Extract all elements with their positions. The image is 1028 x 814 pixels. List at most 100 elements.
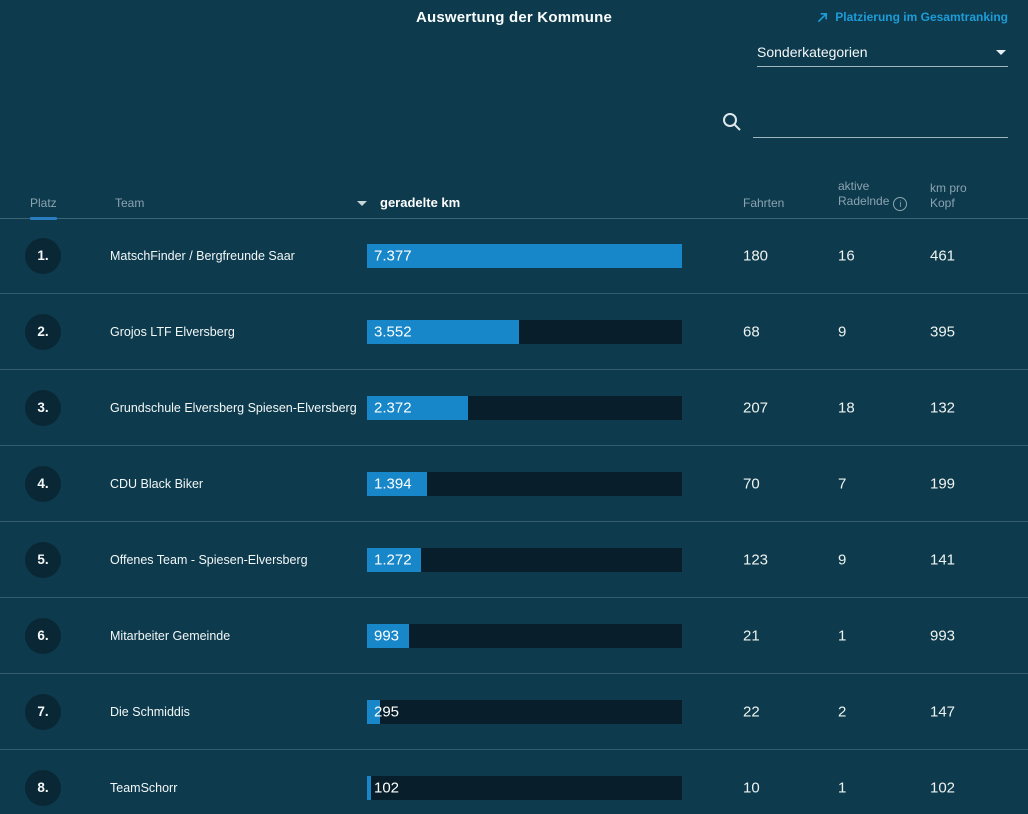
chevron-down-icon bbox=[996, 49, 1006, 55]
team-name: Offenes Team - Spiesen-Elversberg bbox=[110, 552, 308, 567]
rank-badge: 7. bbox=[25, 693, 61, 730]
aktive-radelnde-value: 9 bbox=[838, 551, 847, 568]
km-bar-fill bbox=[367, 699, 380, 724]
rank-number: 2. bbox=[37, 324, 49, 339]
km-bar-track: 3.552 bbox=[367, 319, 682, 344]
fahrten-value: 68 bbox=[743, 323, 760, 340]
column-header-platz[interactable]: Platz bbox=[30, 196, 57, 210]
fahrten-value: 207 bbox=[743, 399, 769, 416]
column-header-aktive-radelnde[interactable]: aktive Radelnde bbox=[838, 179, 908, 211]
active-column-underline bbox=[30, 217, 57, 220]
header-aktive-line2: Radelnde bbox=[838, 194, 890, 208]
aktive-radelnde-value: 7 bbox=[838, 475, 847, 492]
team-name: MatschFinder / Bergfreunde Saar bbox=[110, 248, 295, 263]
dropdown-selected-value: Sonderkategorien bbox=[757, 44, 868, 60]
km-bar-track: 1.394 bbox=[367, 471, 682, 496]
km-pro-kopf-value: 102 bbox=[930, 779, 956, 796]
column-header-km-pro-kopf[interactable]: km pro Kopf bbox=[930, 181, 967, 211]
km-pro-kopf-value: 993 bbox=[930, 627, 956, 644]
table-row[interactable]: 6. Mitarbeiter Gemeinde 993 21 1 993 bbox=[0, 598, 1028, 674]
sort-descending-icon[interactable] bbox=[357, 201, 367, 206]
header-aktive-line1: aktive bbox=[838, 179, 870, 193]
table-row[interactable]: 7. Die Schmiddis 295 22 2 147 bbox=[0, 674, 1028, 750]
rank-number: 1. bbox=[37, 248, 49, 263]
rank-badge: 3. bbox=[25, 389, 61, 426]
gesamtranking-link-label: Platzierung im Gesamtranking bbox=[835, 10, 1008, 24]
gesamtranking-link[interactable]: Platzierung im Gesamtranking bbox=[816, 10, 1008, 24]
km-pro-kopf-value: 141 bbox=[930, 551, 956, 568]
team-name: TeamSchorr bbox=[110, 780, 178, 795]
info-icon[interactable] bbox=[893, 197, 908, 211]
km-bar-track: 1.272 bbox=[367, 547, 682, 572]
rank-badge: 5. bbox=[25, 541, 61, 578]
km-value-label: 102 bbox=[374, 779, 400, 796]
column-header-geradelte-km[interactable]: geradelte km bbox=[380, 195, 461, 210]
fahrten-value: 22 bbox=[743, 703, 760, 720]
table-row[interactable]: 5. Offenes Team - Spiesen-Elversberg 1.2… bbox=[0, 522, 1028, 598]
km-bar-fill bbox=[367, 547, 422, 572]
table-row[interactable]: 2. Grojos LTF Elversberg 3.552 68 9 395 bbox=[0, 294, 1028, 370]
fahrten-value: 21 bbox=[743, 627, 760, 644]
km-bar-track: 102 bbox=[367, 775, 682, 800]
page-title: Auswertung der Kommune bbox=[415, 9, 613, 26]
rank-number: 7. bbox=[37, 704, 49, 719]
column-header-team[interactable]: Team bbox=[115, 196, 145, 210]
km-value-label: 2.372 bbox=[374, 399, 412, 416]
external-arrow-icon bbox=[818, 12, 828, 22]
rank-badge: 2. bbox=[25, 313, 61, 350]
fahrten-value: 70 bbox=[743, 475, 760, 492]
km-value-label: 993 bbox=[374, 627, 400, 644]
rank-number: 4. bbox=[37, 476, 49, 491]
aktive-radelnde-value: 18 bbox=[838, 399, 855, 416]
search-icon bbox=[723, 113, 741, 131]
km-value-label: 1.394 bbox=[374, 475, 412, 492]
km-bar-track: 993 bbox=[367, 623, 682, 648]
rank-number: 3. bbox=[37, 400, 49, 415]
rank-number: 5. bbox=[37, 552, 49, 567]
km-value-label: 295 bbox=[374, 703, 400, 720]
km-bar-track: 7.377 bbox=[367, 243, 682, 268]
team-name: Grojos LTF Elversberg bbox=[110, 324, 235, 339]
km-pro-kopf-value: 132 bbox=[930, 399, 956, 416]
ranking-table-body: 1. MatschFinder / Bergfreunde Saar 7.377… bbox=[0, 218, 1028, 814]
rank-badge: 8. bbox=[25, 769, 61, 806]
rank-number: 6. bbox=[37, 628, 49, 643]
aktive-radelnde-value: 2 bbox=[838, 703, 847, 720]
fahrten-value: 123 bbox=[743, 551, 769, 568]
km-value-label: 1.272 bbox=[374, 551, 412, 568]
team-name: CDU Black Biker bbox=[110, 476, 204, 491]
aktive-radelnde-value: 1 bbox=[838, 627, 847, 644]
team-name: Die Schmiddis bbox=[110, 704, 190, 719]
sonderkategorien-dropdown[interactable]: Sonderkategorien bbox=[757, 38, 1008, 67]
km-bar-fill bbox=[367, 243, 682, 268]
header-kmkopf-line2: Kopf bbox=[930, 196, 955, 210]
rank-badge: 1. bbox=[25, 237, 61, 274]
aktive-radelnde-value: 1 bbox=[838, 779, 847, 796]
column-header-fahrten[interactable]: Fahrten bbox=[743, 196, 785, 210]
team-name: Grundschule Elversberg Spiesen-Elversber… bbox=[110, 400, 357, 415]
rank-badge: 4. bbox=[25, 465, 61, 502]
search-input[interactable] bbox=[753, 110, 1008, 138]
rank-number: 8. bbox=[37, 780, 49, 795]
km-value-label: 3.552 bbox=[374, 323, 412, 340]
km-bar-fill bbox=[367, 319, 519, 344]
km-bar-fill bbox=[367, 471, 427, 496]
aktive-radelnde-value: 16 bbox=[838, 247, 855, 264]
km-bar-track: 2.372 bbox=[367, 395, 682, 420]
km-value-label: 7.377 bbox=[374, 247, 412, 264]
km-bar-track: 295 bbox=[367, 699, 682, 724]
aktive-radelnde-value: 9 bbox=[838, 323, 847, 340]
km-bar-fill bbox=[367, 395, 469, 420]
table-row[interactable]: 1. MatschFinder / Bergfreunde Saar 7.377… bbox=[0, 218, 1028, 294]
rank-badge: 6. bbox=[25, 617, 61, 654]
table-row[interactable]: 4. CDU Black Biker 1.394 70 7 199 bbox=[0, 446, 1028, 522]
km-bar-fill bbox=[367, 775, 372, 800]
km-pro-kopf-value: 147 bbox=[930, 703, 956, 720]
table-row[interactable]: 3. Grundschule Elversberg Spiesen-Elvers… bbox=[0, 370, 1028, 446]
km-pro-kopf-value: 199 bbox=[930, 475, 956, 492]
team-name: Mitarbeiter Gemeinde bbox=[110, 628, 231, 643]
fahrten-value: 10 bbox=[743, 779, 760, 796]
table-row[interactable]: 8. TeamSchorr 102 10 1 102 bbox=[0, 750, 1028, 814]
km-pro-kopf-value: 461 bbox=[930, 247, 956, 264]
